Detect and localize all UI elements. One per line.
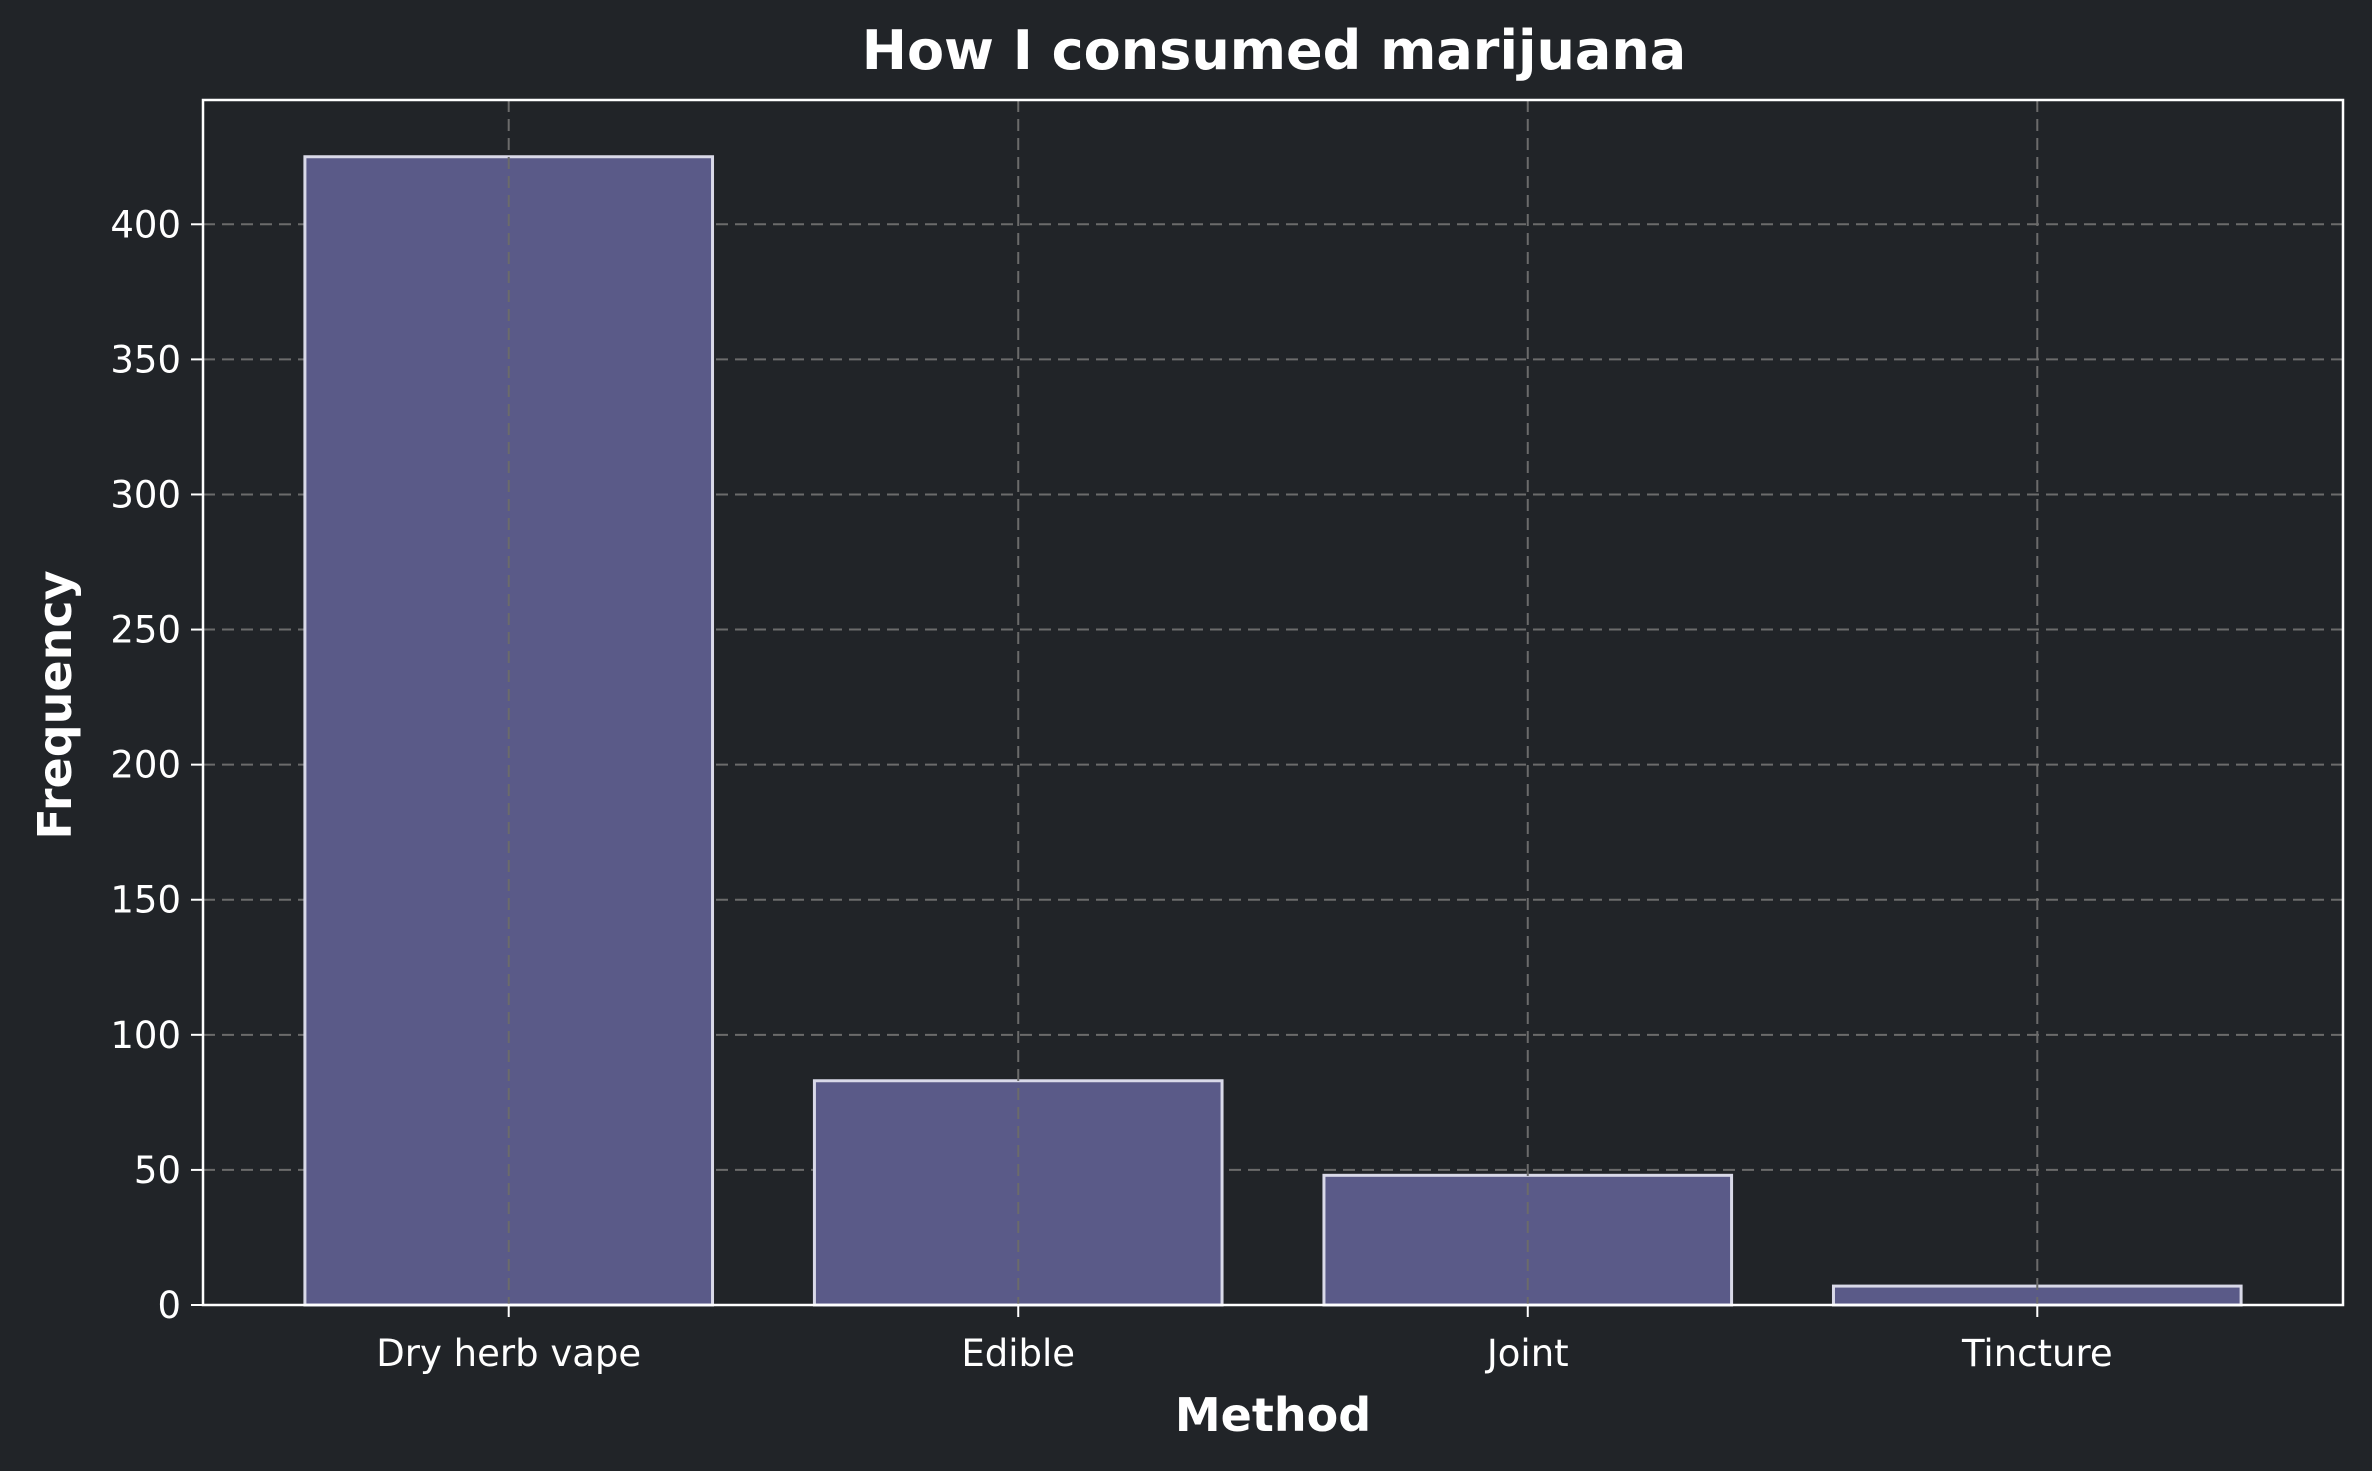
- y-tick-label: 350: [110, 338, 181, 381]
- y-tick-label: 150: [110, 879, 181, 922]
- plot-frame: [201, 98, 2345, 1307]
- x-tick-label: Edible: [961, 1332, 1075, 1375]
- ticks: 0 50 100 150 200 250 300 350 400 Dry herb vape Edi…: [110, 203, 2112, 1375]
- chart-title: How I consumed marijuana: [862, 19, 1686, 82]
- y-tick-label: 100: [110, 1014, 181, 1057]
- bars: [303, 100, 2243, 1307]
- y-tick-label: 200: [110, 744, 181, 787]
- y-tick-label: 400: [110, 203, 181, 246]
- x-tick-label: Joint: [1485, 1332, 1569, 1375]
- y-tick-label: 0: [157, 1284, 181, 1327]
- x-tick-label: Tincture: [1961, 1332, 2113, 1375]
- x-axis-label: Method: [1175, 1388, 1371, 1442]
- y-tick-label: 300: [110, 473, 181, 516]
- y-axis-label: Frequency: [28, 570, 82, 839]
- x-tick-label: Dry herb vape: [376, 1332, 641, 1375]
- y-tick-label: 50: [134, 1149, 181, 1192]
- y-tick-label: 250: [110, 609, 181, 652]
